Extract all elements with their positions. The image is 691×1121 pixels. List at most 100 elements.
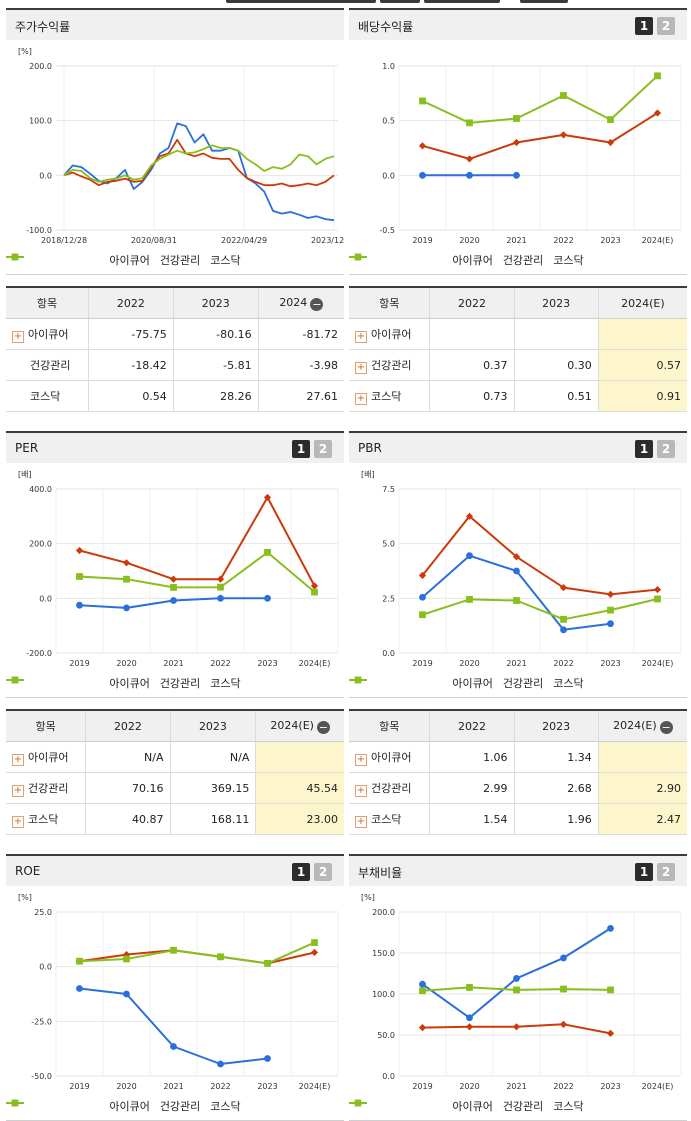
value-cell: 369.15 <box>169 772 256 804</box>
expand-plus-icon[interactable]: + <box>12 784 24 797</box>
legend-item-healthcare[interactable]: 건강관리 <box>349 675 543 691</box>
value-cell: 0.54 <box>87 380 174 412</box>
collapse-minus-icon[interactable]: − <box>316 720 330 734</box>
point-kosdaq <box>419 611 426 619</box>
series-line-healthcare <box>63 138 335 188</box>
x-tick-label: 2022 <box>210 659 230 668</box>
point-kosdaq <box>654 72 661 80</box>
legend-label: 아이큐어 <box>452 254 493 267</box>
period-toggle-2-button[interactable]: 2 <box>657 863 675 881</box>
x-tick-label: 2019 <box>412 1082 432 1091</box>
header-year: 2024− <box>257 286 344 319</box>
row-label-cell: 건강관리 <box>6 349 89 381</box>
legend-marker-icon <box>349 676 367 684</box>
table-row: + 건강관리 0.37 0.30 0.57 <box>349 349 687 381</box>
data-table: 항목 2022 2023 2024(E) − + 아이큐어 N/A N/A + 건강관리 70.16 3… <box>6 709 344 835</box>
row-label-cell: + 아이큐어 <box>6 741 86 773</box>
value-cell: 1.06 <box>429 741 515 773</box>
period-toggle-2-button[interactable]: 2 <box>657 440 675 458</box>
value-cell: N/A <box>85 741 171 773</box>
point-kosdaq <box>560 615 567 623</box>
legend-item-kosdaq[interactable]: 코스닥 <box>349 252 584 268</box>
point-kosdaq <box>170 946 177 954</box>
table-header-row: 항목 2022 2023 2024(E) − <box>349 709 687 742</box>
point-kosdaq <box>513 115 520 122</box>
legend-item-healthcare[interactable]: 건강관리 <box>6 252 200 268</box>
legend-label: 건강관리 <box>502 1100 544 1113</box>
point-healthcare <box>512 138 521 147</box>
expand-plus-icon[interactable]: + <box>12 815 24 828</box>
period-toggle-2-button[interactable]: 2 <box>314 863 332 881</box>
row-label: 아이큐어 <box>28 750 69 764</box>
point-aicure <box>466 171 473 179</box>
point-aicure <box>607 925 614 932</box>
period-toggle-2-button[interactable]: 2 <box>657 17 675 35</box>
row-label: 코스닥 <box>30 390 61 403</box>
legend-item-aicure[interactable]: 아이큐어 <box>349 1098 493 1114</box>
y-tick-label: 2.5 <box>382 594 395 603</box>
period-toggle-2-button[interactable]: 2 <box>314 440 332 458</box>
value-cell <box>597 741 687 773</box>
legend-item-healthcare[interactable]: 건강관리 <box>6 1098 200 1114</box>
collapse-minus-icon[interactable]: − <box>310 297 324 311</box>
period-toggle-1-button[interactable]: 1 <box>292 440 310 458</box>
chart-area: 1.0 0.5 0.0 -0.5 2019 2020 2021 2022 2023 2024(E)… <box>349 40 687 275</box>
collapse-minus-icon[interactable]: − <box>659 720 673 734</box>
expand-plus-icon[interactable]: + <box>12 753 24 766</box>
legend-item-aicure[interactable]: 아이큐어 <box>6 675 150 691</box>
point-healthcare <box>310 582 319 590</box>
legend-label: 건강관리 <box>502 254 544 267</box>
chart-legend: 아이큐어 건강관리 코스닥 <box>349 675 687 691</box>
point-kosdaq <box>560 985 567 993</box>
period-toggle-1-button[interactable]: 1 <box>635 863 653 881</box>
series-line-kosdaq <box>79 551 316 593</box>
expand-plus-icon[interactable]: + <box>355 815 367 828</box>
expand-plus-icon[interactable]: + <box>355 753 367 766</box>
line-chart: 1.0 0.5 0.0 -0.5 2019 2020 2021 2022 2023 2024(E) <box>379 62 682 245</box>
legend-item-kosdaq[interactable]: 코스닥 <box>349 675 584 691</box>
point-kosdaq <box>419 987 426 995</box>
header-label: 2022 <box>116 296 145 310</box>
legend-item-kosdaq[interactable]: 코스닥 <box>349 1098 584 1114</box>
legend-item-kosdaq[interactable]: 코스닥 <box>6 1098 241 1114</box>
expand-plus-icon[interactable]: + <box>355 361 367 374</box>
period-toggle-1-button[interactable]: 1 <box>292 863 310 881</box>
legend-item-aicure[interactable]: 아이큐어 <box>6 252 150 268</box>
x-tick-label: 2018/12/28 <box>41 236 87 245</box>
legend-item-aicure[interactable]: 아이큐어 <box>6 1098 150 1114</box>
value-cell: 2.47 <box>597 803 687 835</box>
legend-item-healthcare[interactable]: 건강관리 <box>6 675 200 691</box>
expand-plus-icon[interactable]: + <box>355 784 367 797</box>
point-kosdaq <box>311 939 318 947</box>
legend-item-aicure[interactable]: 아이큐어 <box>349 675 493 691</box>
dividend-yield-panel: 배당수익률 1 2 1.0 0.5 0.0 -0.5 2019 2020 2021 2022 2023… <box>349 8 687 275</box>
expand-plus-icon[interactable]: + <box>12 330 24 343</box>
x-tick-label: 2023 <box>600 1082 620 1091</box>
x-tick-label: 2021 <box>506 659 526 668</box>
x-tick-label: 2020/08/31 <box>131 236 177 245</box>
legend-item-aicure[interactable]: 아이큐어 <box>349 252 493 268</box>
period-toggle-1-button[interactable]: 1 <box>635 440 653 458</box>
series-line-aicure <box>421 554 611 631</box>
legend-item-kosdaq[interactable]: 코스닥 <box>6 675 241 691</box>
legend-item-healthcare[interactable]: 건강관리 <box>349 252 544 268</box>
legend-item-kosdaq[interactable]: 코스닥 <box>6 252 241 268</box>
panel-header: PBR 1 2 <box>349 431 687 463</box>
expand-plus-icon[interactable]: + <box>355 330 367 343</box>
period-toggle-1-button[interactable]: 1 <box>635 17 653 35</box>
point-healthcare <box>465 1023 474 1031</box>
expand-plus-icon[interactable]: + <box>355 392 367 405</box>
panel-header: ROE 1 2 <box>6 854 344 886</box>
chart-legend: 아이큐어 건강관리 코스닥 <box>6 252 344 268</box>
legend-label: 코스닥 <box>210 254 241 267</box>
legend-item-healthcare[interactable]: 건강관리 <box>349 1098 544 1114</box>
x-tick-label: 2019 <box>412 236 432 245</box>
point-kosdaq <box>123 575 130 583</box>
value-cell: 1.96 <box>513 803 599 835</box>
value-cell: 168.11 <box>169 803 256 835</box>
x-tick-label: 2020 <box>116 659 136 668</box>
x-tick-label: 2024(E) <box>299 659 331 668</box>
legend-label: 아이큐어 <box>452 677 493 690</box>
point-aicure <box>264 1055 271 1062</box>
row-label: 건강관리 <box>30 359 71 372</box>
